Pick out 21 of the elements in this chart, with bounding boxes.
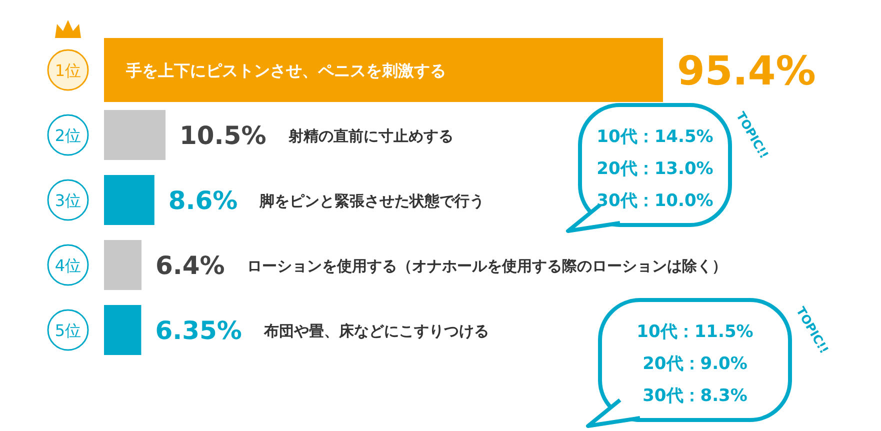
text: 4位 <box>54 256 82 275</box>
annotation: 30代：10.0% <box>596 191 714 211</box>
data-label: 95.4% <box>677 48 816 94</box>
data-label: 8.6% <box>168 186 238 215</box>
y-tick-label: ローションを使用する（オナホールを使用する際のローションは除く） <box>246 257 727 275</box>
data-label: 6.35% <box>155 316 242 345</box>
annotation: 10代：11.5% <box>636 322 754 342</box>
y-tick-label: 手を上下にピストンさせ、ペニスを刺激する <box>125 61 446 80</box>
annotation: 20代：9.0% <box>642 354 748 374</box>
annotation: 20代：13.0% <box>596 159 714 179</box>
text: 5位 <box>54 321 82 340</box>
y-tick-label: 脚をピンと緊張させた状態で行う <box>258 192 485 210</box>
y-tick-label: 布団や畳、床などにこすりつける <box>262 322 489 340</box>
text: 30代：8.3% <box>642 386 748 406</box>
data-label: 10.5% <box>180 121 266 150</box>
text: 1位 <box>54 61 82 80</box>
text: 2位 <box>54 126 82 145</box>
data-label: 6.4% <box>156 251 225 280</box>
text: 3位 <box>54 191 82 210</box>
annotation: 10代：14.5% <box>596 127 714 147</box>
y-tick-label: 射精の直前に寸止めする <box>287 127 454 145</box>
